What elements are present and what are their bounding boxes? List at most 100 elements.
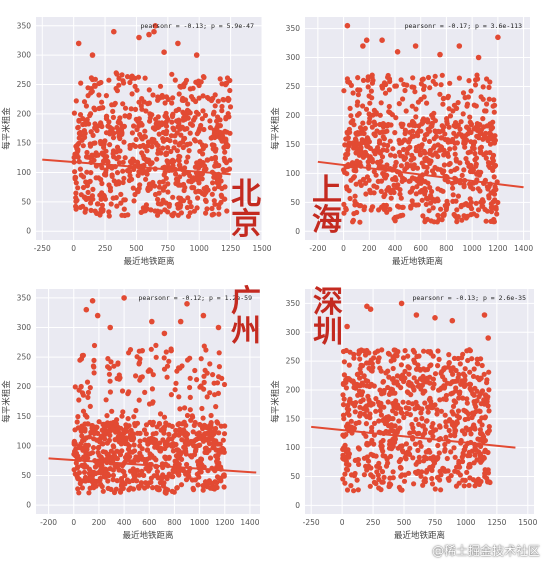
data-point [382,171,388,178]
data-point [346,140,352,146]
data-point [377,408,383,414]
data-point [137,453,143,459]
y-tick-label: 50 [290,472,300,481]
data-point [467,381,474,387]
data-point [155,114,161,120]
data-point [487,150,493,156]
data-point [482,449,488,455]
data-point [187,130,193,136]
data-point [185,101,191,107]
data-point [447,381,453,387]
data-point [203,347,209,353]
data-point [175,40,181,47]
data-point [362,125,368,131]
x-tick-label: 1250 [487,518,506,527]
data-point [184,436,190,442]
data-point [421,478,427,484]
data-point [402,348,408,354]
data-point [157,83,164,89]
data-point [373,396,379,402]
data-point [360,103,366,109]
data-point [368,357,374,363]
data-point [482,108,488,114]
data-point [146,87,152,93]
data-point [77,112,84,118]
data-point [420,432,426,438]
data-point [212,92,218,98]
data-point [171,126,177,133]
data-point [419,176,425,182]
data-point [379,37,385,43]
data-point [348,113,354,119]
data-point [432,164,438,171]
data-point [401,137,408,143]
city-label-shenzhen: 深圳 [313,285,343,350]
data-point [376,402,382,408]
data-point [438,472,444,478]
data-point [194,162,200,168]
data-point [428,158,434,164]
data-point [165,181,171,187]
data-point [475,207,482,213]
data-point [205,187,211,193]
data-point [417,152,423,158]
data-point [342,480,348,486]
data-point [89,152,95,158]
data-point [402,368,408,374]
data-point [354,371,360,377]
data-point [81,464,87,470]
data-point [96,92,102,98]
data-point [190,485,196,491]
data-point [163,110,169,116]
x-tick-label: 600 [414,244,429,253]
data-point [119,388,126,394]
data-point [182,97,189,103]
data-point [172,77,178,83]
data-point [154,142,160,148]
data-point [351,488,357,494]
data-point [200,74,207,80]
data-point [379,443,385,449]
data-point [135,118,141,124]
data-point [214,480,220,486]
data-point [179,456,185,462]
data-point [473,161,479,167]
x-tick-label: 250 [366,518,381,527]
data-point [411,481,417,487]
data-point [106,77,112,83]
data-point [392,153,398,159]
data-point [85,189,91,195]
data-point [491,140,498,146]
data-point [445,93,451,99]
data-point [145,441,151,447]
data-point [419,142,425,148]
data-point [121,295,127,301]
data-point [412,406,418,412]
data-point [198,356,204,362]
data-point [354,477,360,483]
data-point [455,100,461,106]
data-point [204,206,210,212]
data-point [201,186,207,192]
data-point [465,357,471,364]
data-point [451,102,457,108]
data-point [380,121,386,127]
data-point [468,122,474,128]
data-point [445,153,451,159]
data-point [166,422,172,428]
data-point [384,209,390,215]
data-point [460,111,466,117]
data-point [399,178,405,184]
data-point [375,348,381,354]
data-point [408,188,415,194]
data-point [122,155,128,161]
data-point [365,458,372,464]
data-point [130,185,136,191]
data-point [221,129,227,135]
data-point [340,381,346,387]
data-point [147,451,153,457]
data-point [426,447,432,453]
data-point [176,162,182,168]
data-point [486,184,492,190]
data-point [183,77,190,83]
